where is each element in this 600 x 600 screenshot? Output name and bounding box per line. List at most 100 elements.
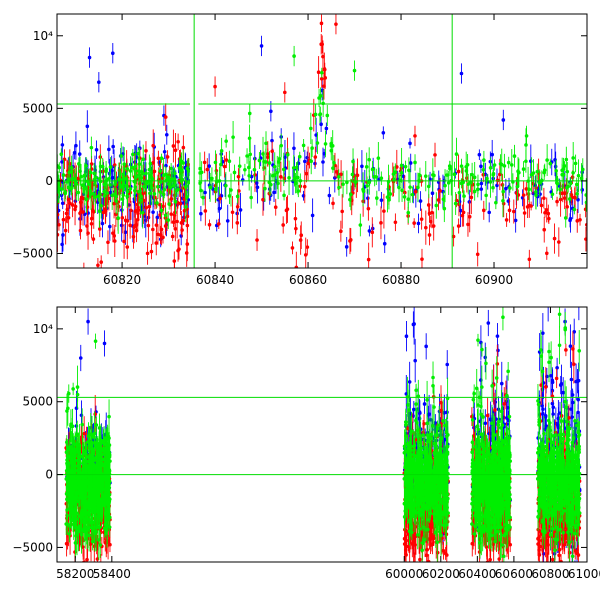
point-green: [128, 169, 133, 173]
point-blue: [111, 144, 115, 149]
point-red: [136, 211, 140, 216]
point-red: [178, 201, 183, 206]
point-green: [491, 171, 496, 176]
point-blue: [513, 218, 518, 223]
point-green: [267, 161, 272, 165]
point-green: [318, 112, 323, 116]
point-blue: [60, 143, 65, 147]
point-green: [97, 209, 102, 213]
point-green: [140, 210, 145, 215]
point-red: [293, 216, 298, 221]
point-green: [361, 187, 365, 192]
point-red: [475, 252, 480, 257]
point-green: [177, 166, 182, 170]
point-green: [387, 198, 391, 202]
point-green: [370, 167, 375, 172]
point-blue: [407, 380, 412, 384]
point-green: [508, 186, 512, 190]
point-green: [132, 179, 137, 184]
point-red: [154, 241, 159, 245]
point-blue: [499, 381, 504, 386]
point-green: [454, 152, 459, 156]
point-green: [554, 168, 558, 173]
point-green: [291, 166, 296, 170]
point-green: [575, 192, 579, 196]
point-blue: [570, 393, 575, 397]
point-green: [393, 170, 398, 175]
point-blue: [504, 186, 508, 191]
point-red: [265, 155, 270, 160]
point-red: [565, 205, 569, 209]
point-blue: [381, 130, 386, 135]
point-red: [555, 199, 559, 204]
point-green: [173, 199, 178, 204]
point-green: [88, 170, 93, 175]
point-red: [170, 234, 175, 239]
point-red: [339, 229, 343, 233]
point-blue: [559, 382, 564, 386]
point-blue: [107, 147, 111, 152]
point-green: [247, 136, 252, 141]
point-red: [161, 204, 165, 209]
point-red: [70, 203, 75, 207]
point-green: [453, 201, 458, 206]
point-red: [112, 239, 117, 243]
point-red: [430, 542, 435, 546]
x-tick-label: 60840: [196, 273, 234, 287]
point-red: [552, 236, 557, 241]
point-green: [112, 192, 117, 197]
point-green: [163, 213, 168, 218]
point-blue: [344, 245, 349, 249]
point-blue: [207, 164, 211, 168]
point-blue: [416, 221, 421, 226]
point-green: [279, 143, 284, 148]
point-red: [412, 221, 416, 225]
point-red: [169, 197, 174, 201]
point-green: [219, 162, 223, 167]
point-blue: [430, 191, 435, 196]
point-red: [575, 219, 580, 223]
point-green: [418, 173, 422, 178]
point-red: [485, 413, 490, 418]
point-green: [555, 181, 560, 186]
point-blue: [119, 223, 124, 228]
point-blue: [424, 344, 428, 349]
point-red: [420, 257, 424, 261]
point-red: [144, 205, 148, 210]
point-red: [313, 155, 318, 159]
point-red: [176, 140, 180, 144]
point-red: [122, 239, 126, 244]
point-red: [461, 210, 466, 215]
point-red: [543, 210, 547, 215]
point-blue: [427, 412, 431, 416]
y-tick-label: 5000: [22, 101, 53, 115]
point-green: [185, 166, 190, 171]
point-green: [574, 182, 579, 187]
point-green: [132, 188, 137, 193]
point-green: [313, 112, 318, 117]
point-red: [235, 221, 240, 225]
point-red: [424, 553, 429, 558]
point-red: [103, 208, 108, 213]
point-blue: [269, 109, 273, 114]
point-green: [78, 169, 82, 174]
point-green: [59, 187, 64, 191]
point-blue: [576, 397, 581, 402]
point-green: [224, 183, 228, 188]
point-red: [562, 196, 567, 200]
point-blue: [412, 407, 416, 412]
point-green: [92, 177, 97, 182]
point-green: [517, 170, 521, 175]
point-red: [466, 222, 470, 227]
point-green: [128, 186, 133, 191]
point-red: [185, 223, 190, 228]
point-blue: [61, 233, 65, 237]
point-blue: [238, 208, 243, 212]
point-green: [406, 210, 411, 215]
point-red: [413, 134, 417, 138]
point-green: [482, 158, 486, 162]
point-green: [375, 196, 379, 200]
point-blue: [85, 124, 90, 129]
point-green: [351, 159, 355, 164]
